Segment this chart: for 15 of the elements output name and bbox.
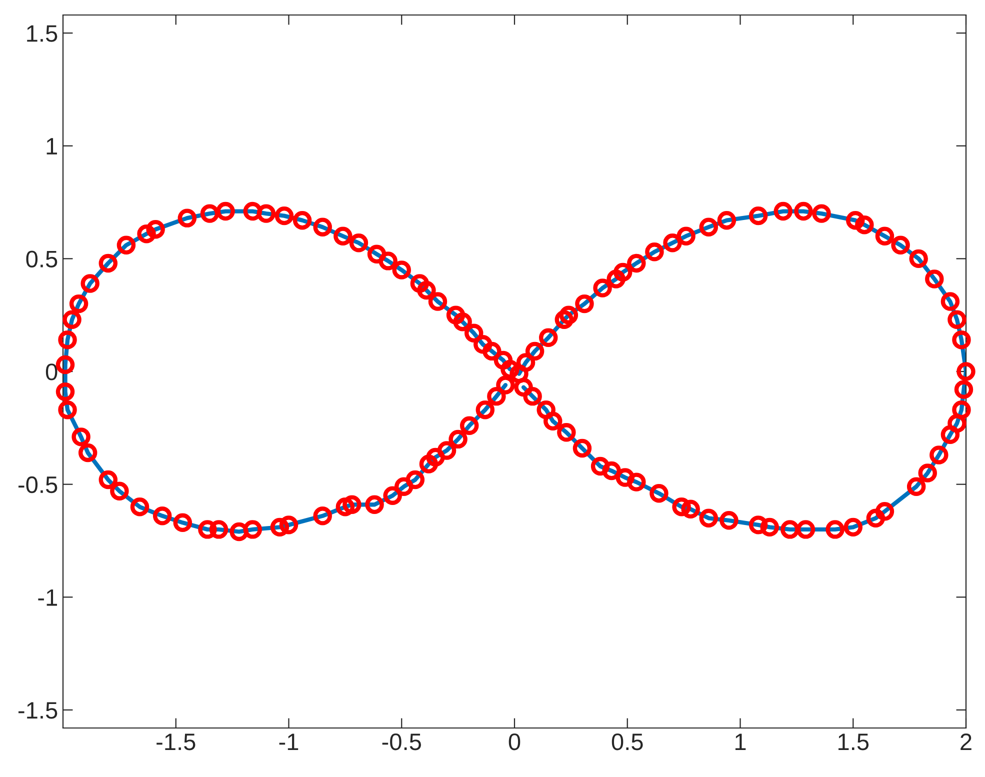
y-tick-label: -1.5	[18, 702, 58, 719]
x-tick-label: 1.5	[838, 734, 869, 750]
y-tick-label: 1	[46, 138, 57, 154]
y-tick-label: -1	[38, 589, 57, 606]
x-tick-label: -1	[279, 734, 298, 750]
x-tick-label: 0.5	[612, 733, 643, 750]
y-tick-label: -0.5	[18, 476, 58, 494]
y-tick-label: 0	[46, 364, 58, 380]
x-tick-label: -1.5	[156, 734, 196, 750]
x-tick-label: 0	[508, 733, 520, 750]
x-tick-label: 1	[735, 734, 746, 750]
x-tick-label: -0.5	[382, 733, 421, 750]
y-tick-label: 1.5	[27, 25, 58, 42]
y-tick-label: 0.5	[26, 250, 58, 268]
x-tick-label: 2	[960, 733, 972, 750]
